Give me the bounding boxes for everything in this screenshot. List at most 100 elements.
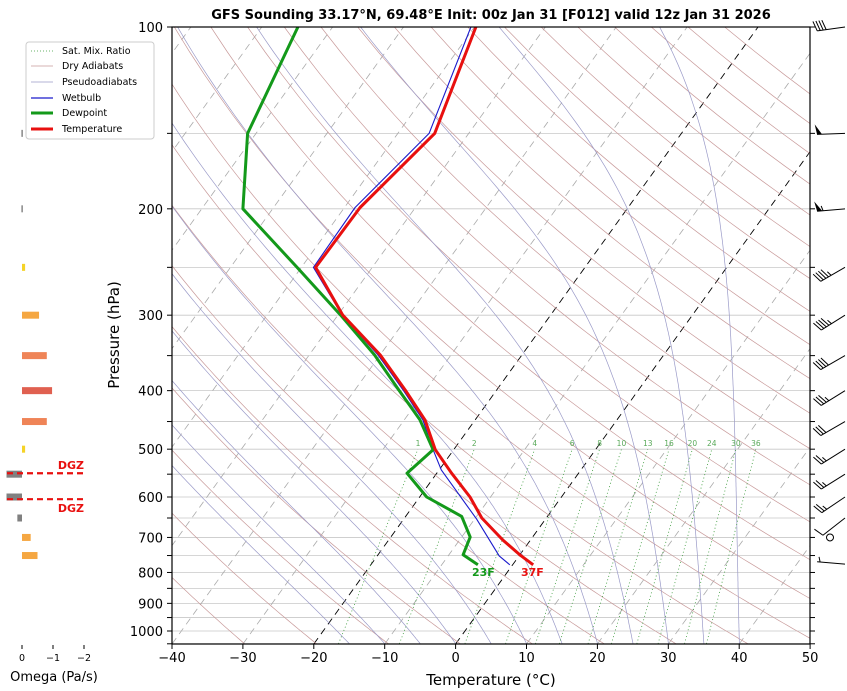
- x-tick-label: 30: [660, 651, 677, 666]
- dry-adiabat: [172, 387, 461, 644]
- omega-bar: [22, 263, 26, 271]
- isotherm-highlight: [455, 151, 810, 644]
- wind-barb-feather: [815, 272, 824, 281]
- moist-adiabat: [256, 27, 634, 644]
- wind-barb-feather: [812, 273, 822, 282]
- wind-barb-staff: [821, 496, 846, 514]
- isotherm-highlight: [313, 27, 759, 644]
- moist-adiabat: [172, 205, 527, 644]
- y-tick-label: 500: [138, 443, 163, 458]
- omega-bar: [21, 205, 23, 213]
- moist-adiabat: [172, 465, 350, 644]
- wind-barb-half-feather: [818, 556, 821, 563]
- wind-barb-feather: [815, 396, 825, 405]
- omega-tick-label: −2: [77, 653, 91, 664]
- wind-barb-feather: [813, 398, 822, 406]
- x-tick-label: −10: [371, 651, 398, 666]
- dry-adiabat: [172, 204, 677, 644]
- moist-adiabat: [172, 380, 421, 644]
- wind-barb-half-feather: [822, 505, 828, 510]
- mixing-ratio-label: 13: [643, 439, 653, 448]
- dry-adiabat: [357, 27, 810, 414]
- mixing-ratio-label: 24: [707, 439, 717, 448]
- temperature-line: [314, 27, 535, 567]
- wind-barb-staff: [820, 314, 846, 331]
- isotherm: [526, 249, 810, 644]
- y-tick-label: 300: [138, 309, 163, 324]
- isotherm: [242, 27, 688, 644]
- wind-barb-staff: [820, 448, 846, 465]
- mixing-ratio-line: [706, 449, 757, 644]
- dry-adiabat: [210, 27, 810, 561]
- wind-barb-staff: [822, 517, 846, 536]
- isotherm: [668, 446, 810, 644]
- x-tick-label: 10: [518, 651, 535, 666]
- wind-barbs: [812, 19, 846, 565]
- omega-bar: [22, 418, 47, 426]
- x-tick-label: −20: [300, 651, 327, 666]
- wind-barb-staff: [817, 26, 846, 32]
- wind-barb-feather: [815, 455, 825, 463]
- wind-barb-half-feather: [827, 319, 832, 325]
- omega-bar: [22, 533, 31, 541]
- omega-bar: [22, 387, 53, 395]
- dry-adiabat: [172, 576, 245, 644]
- mixing-ratio-line: [684, 449, 737, 644]
- moist-adiabat: [177, 27, 598, 644]
- mixing-ratio-line: [657, 449, 713, 644]
- wind-barb-feather: [818, 359, 827, 367]
- isotherm: [172, 27, 546, 547]
- dry-adiabat: [172, 265, 605, 644]
- wind-barb-feather: [815, 426, 824, 435]
- mixing-ratio-line: [610, 449, 670, 644]
- wind-barb-feather: [813, 456, 822, 465]
- y-tick-label: 1000: [130, 625, 163, 640]
- wind-barb-feather: [818, 20, 824, 31]
- isotherm: [809, 643, 810, 644]
- dry-adiabat: [394, 27, 810, 380]
- wetbulb-line: [312, 27, 511, 566]
- omega-bar: [22, 445, 26, 453]
- moist-adiabat: [172, 122, 563, 644]
- y-tick-label: 800: [138, 566, 163, 581]
- dry-adiabat: [172, 83, 810, 639]
- wind-barb-pennant: [814, 201, 823, 212]
- wind-barb-staff: [817, 561, 846, 565]
- wind-barb-staff: [820, 266, 846, 282]
- dry-adiabat: [284, 27, 810, 486]
- mixing-ratio-label: 36: [751, 439, 761, 448]
- wind-barb-staff: [820, 473, 846, 490]
- legend-dry-adiabats: Dry Adiabats: [62, 61, 123, 72]
- mixing-ratio-line: [338, 449, 419, 644]
- omega-panel: 0 −1 −2 DGZ DGZ: [6, 129, 91, 664]
- mixing-ratio-label: 1: [416, 439, 421, 448]
- omega-axis-label: Omega (Pa/s): [10, 670, 98, 685]
- y-tick-label: 100: [138, 21, 163, 36]
- omega-bar: [22, 352, 47, 360]
- wind-barb-staff: [820, 355, 846, 371]
- profiles: [241, 27, 535, 567]
- omega-tick-label: −1: [46, 653, 60, 664]
- wind-barb-feather: [821, 19, 827, 30]
- plot-frame: [171, 26, 811, 645]
- moist-adiabat: [172, 424, 386, 644]
- mixing-ratio-label: 16: [664, 439, 674, 448]
- wind-barb-feather: [815, 321, 825, 329]
- dgz-label: DGZ: [58, 459, 84, 472]
- legend-wetbulb: Wetbulb: [62, 93, 101, 104]
- dry-adiabat: [172, 144, 749, 644]
- dry-adiabat: [577, 27, 810, 216]
- omega-bar: [22, 311, 40, 319]
- wind-barb-feather: [818, 270, 827, 279]
- mixing-ratio-label: 8: [597, 439, 602, 448]
- omega-bar: [21, 129, 23, 137]
- wind-barb-staff: [817, 208, 846, 212]
- calm-wind-circle: [826, 533, 834, 542]
- wind-barb-feather: [820, 269, 829, 278]
- wind-barb-feather: [818, 319, 827, 328]
- mixing-ratio-label: 20: [688, 439, 698, 448]
- mixing-ratio-label: 2: [472, 439, 477, 448]
- wind-barb-feather: [818, 395, 827, 403]
- mixing-ratio-line: [535, 449, 600, 644]
